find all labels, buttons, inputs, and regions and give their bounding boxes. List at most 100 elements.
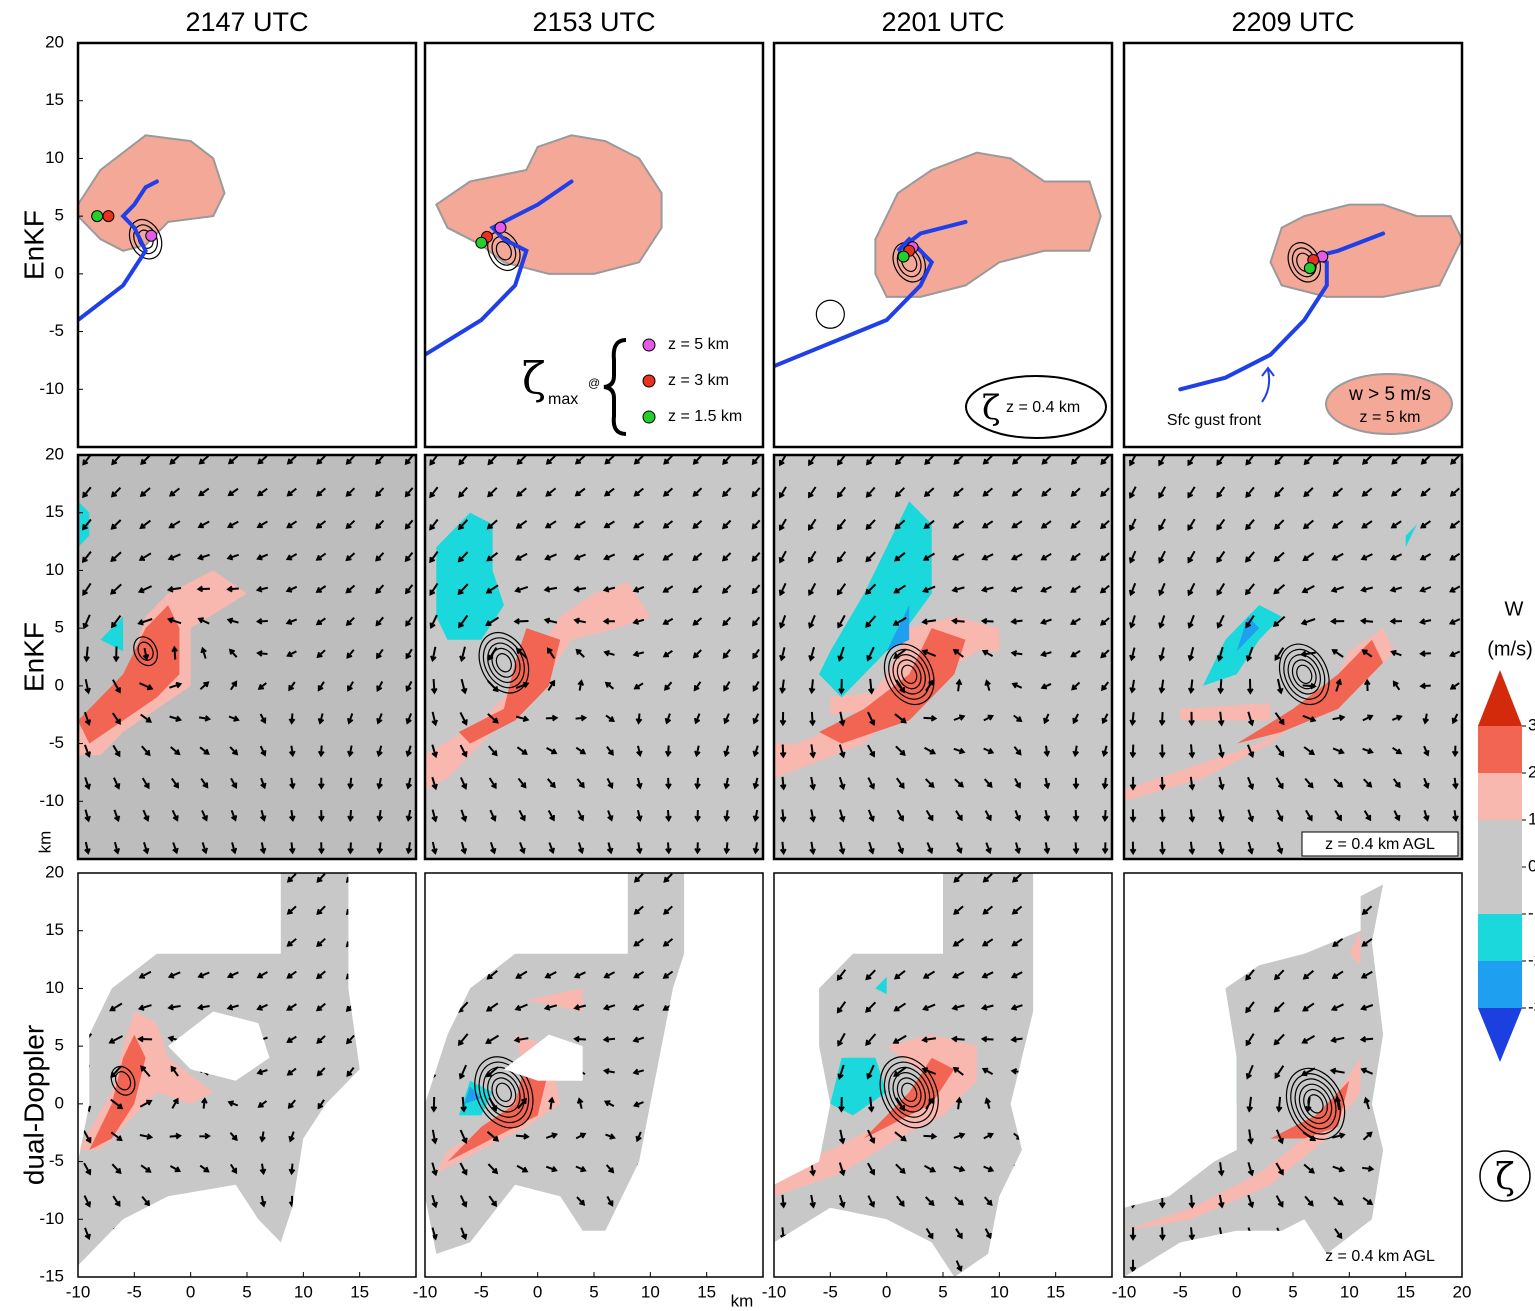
annotation-arrow xyxy=(1261,366,1275,403)
colorbar-tick-label: -3 xyxy=(1528,997,1535,1016)
vorticity-contour xyxy=(896,659,922,690)
wind-vectors xyxy=(81,455,414,855)
observed-domain xyxy=(1124,884,1405,1277)
w-negative-weak xyxy=(100,616,124,652)
panel-frame xyxy=(1122,41,1464,449)
panel-enkf-updraft xyxy=(425,134,663,357)
y-tick-label: 15 xyxy=(45,920,64,939)
observed-domain xyxy=(78,873,360,1266)
column-title: 2147 UTC xyxy=(185,7,308,37)
vorticity-contour xyxy=(1303,1088,1328,1119)
y-tick-label: 5 xyxy=(55,206,64,225)
vorticity-contour xyxy=(110,1065,136,1096)
vorticity-contour xyxy=(815,299,845,329)
colorbar-unit: (m/s) xyxy=(1487,638,1533,660)
vorticity-contour xyxy=(1287,654,1321,695)
x-tick-label: 0 xyxy=(186,1282,195,1301)
vorticity-contour xyxy=(888,1066,931,1118)
w-positive-weak xyxy=(526,988,583,1012)
w-negative-weak xyxy=(1124,1184,1136,1197)
legend-label: z = 3 km xyxy=(668,372,729,389)
colorbar-tick-label: 3 xyxy=(1528,715,1535,734)
vorticity-contour xyxy=(495,653,512,673)
y-tick-label: 10 xyxy=(45,560,64,579)
y-tick-label: -10 xyxy=(39,791,64,810)
vorticity-key-label: z = 0.4 km xyxy=(1006,399,1080,416)
vorticity-contour xyxy=(1278,643,1330,706)
vorticity-contour xyxy=(478,632,530,694)
panel-dual-doppler xyxy=(78,873,360,1266)
colorbar-tick-label: 0 xyxy=(1528,856,1535,875)
w-negative-strong xyxy=(886,605,910,652)
legend-subscript: max xyxy=(548,391,578,408)
vorticity-key xyxy=(965,375,1107,439)
vorticity-contour xyxy=(879,1056,939,1129)
panel-enkf-w xyxy=(774,455,1112,859)
row-label: EnKF xyxy=(18,622,49,692)
vorticity-contour xyxy=(883,1061,935,1124)
y-tick-label: 20 xyxy=(45,32,64,51)
x-tick-label: -5 xyxy=(127,1282,142,1301)
updraft-key xyxy=(1325,373,1453,435)
vorticity-contour xyxy=(137,641,154,661)
gust-front xyxy=(425,179,574,357)
gust-front xyxy=(1178,231,1386,392)
y-tick-label: -5 xyxy=(49,733,64,752)
vorticity-contour xyxy=(491,1077,517,1108)
gust-front-label: Sfc gust front xyxy=(1167,412,1262,429)
x-tick-label: 15 xyxy=(1396,1282,1415,1301)
panel-frame xyxy=(423,453,765,861)
w-positive-strong xyxy=(819,628,966,744)
panel-frame xyxy=(423,41,765,449)
legend-marker xyxy=(642,374,656,388)
vorticity-contour xyxy=(474,1056,534,1129)
panel-frame xyxy=(1122,453,1464,861)
y-tick-label: -5 xyxy=(49,321,64,340)
axis-unit: km xyxy=(35,831,54,854)
y-tick-label: -5 xyxy=(49,1151,64,1170)
panel-frame xyxy=(76,453,418,861)
y-tick-label: 20 xyxy=(45,862,64,881)
wind-vectors xyxy=(778,455,1110,856)
x-tick-label: -10 xyxy=(413,1282,438,1301)
x-tick-label: 20 xyxy=(1453,1282,1472,1301)
panel-dual-doppler xyxy=(1124,884,1405,1277)
vorticity-contour xyxy=(883,643,935,706)
vorticity-contour xyxy=(1296,664,1313,685)
x-tick-label: 15 xyxy=(1046,1282,1065,1301)
panel-frame xyxy=(772,41,1114,449)
panel-enkf-updraft xyxy=(1178,203,1462,392)
vorticity-badge-symbol: ζ xyxy=(1495,1157,1515,1198)
level-box xyxy=(1301,831,1459,857)
x-tick-label: 15 xyxy=(350,1282,369,1301)
column-title: 2201 UTC xyxy=(881,7,1004,37)
wind-vectors xyxy=(429,873,685,1254)
x-tick-label: 0 xyxy=(1232,1282,1241,1301)
legend-brace xyxy=(603,338,627,436)
x-tick-label: -10 xyxy=(66,1282,91,1301)
vorticity-contour xyxy=(1294,1078,1337,1130)
panel-enkf-w xyxy=(78,455,416,859)
vorticity-contour xyxy=(892,1072,926,1113)
zeta-max-point xyxy=(91,210,104,223)
panel-frame xyxy=(772,453,1114,861)
x-tick-label: 5 xyxy=(938,1282,947,1301)
w-positive-weak xyxy=(1180,703,1271,721)
w-negative-weak xyxy=(1394,1000,1405,1023)
panel-enkf-w xyxy=(425,455,763,859)
vorticity-contour xyxy=(128,218,163,260)
colorbar-tick-label: -1 xyxy=(1528,903,1535,922)
w-negative-weak xyxy=(436,512,504,640)
x-tick-label: 0 xyxy=(533,1282,542,1301)
x-tick-label: -5 xyxy=(823,1282,838,1301)
colorbar-extend-low xyxy=(1478,1008,1522,1062)
vorticity-contour xyxy=(491,647,517,678)
y-tick-label: 10 xyxy=(45,148,64,167)
x-tick-label: -10 xyxy=(762,1282,787,1301)
updraft-area xyxy=(874,151,1102,298)
vorticity-contour xyxy=(1285,1067,1346,1140)
zeta-max-point xyxy=(1303,262,1316,275)
x-tick-label: 10 xyxy=(294,1282,313,1301)
vorticity-contour xyxy=(495,241,512,261)
